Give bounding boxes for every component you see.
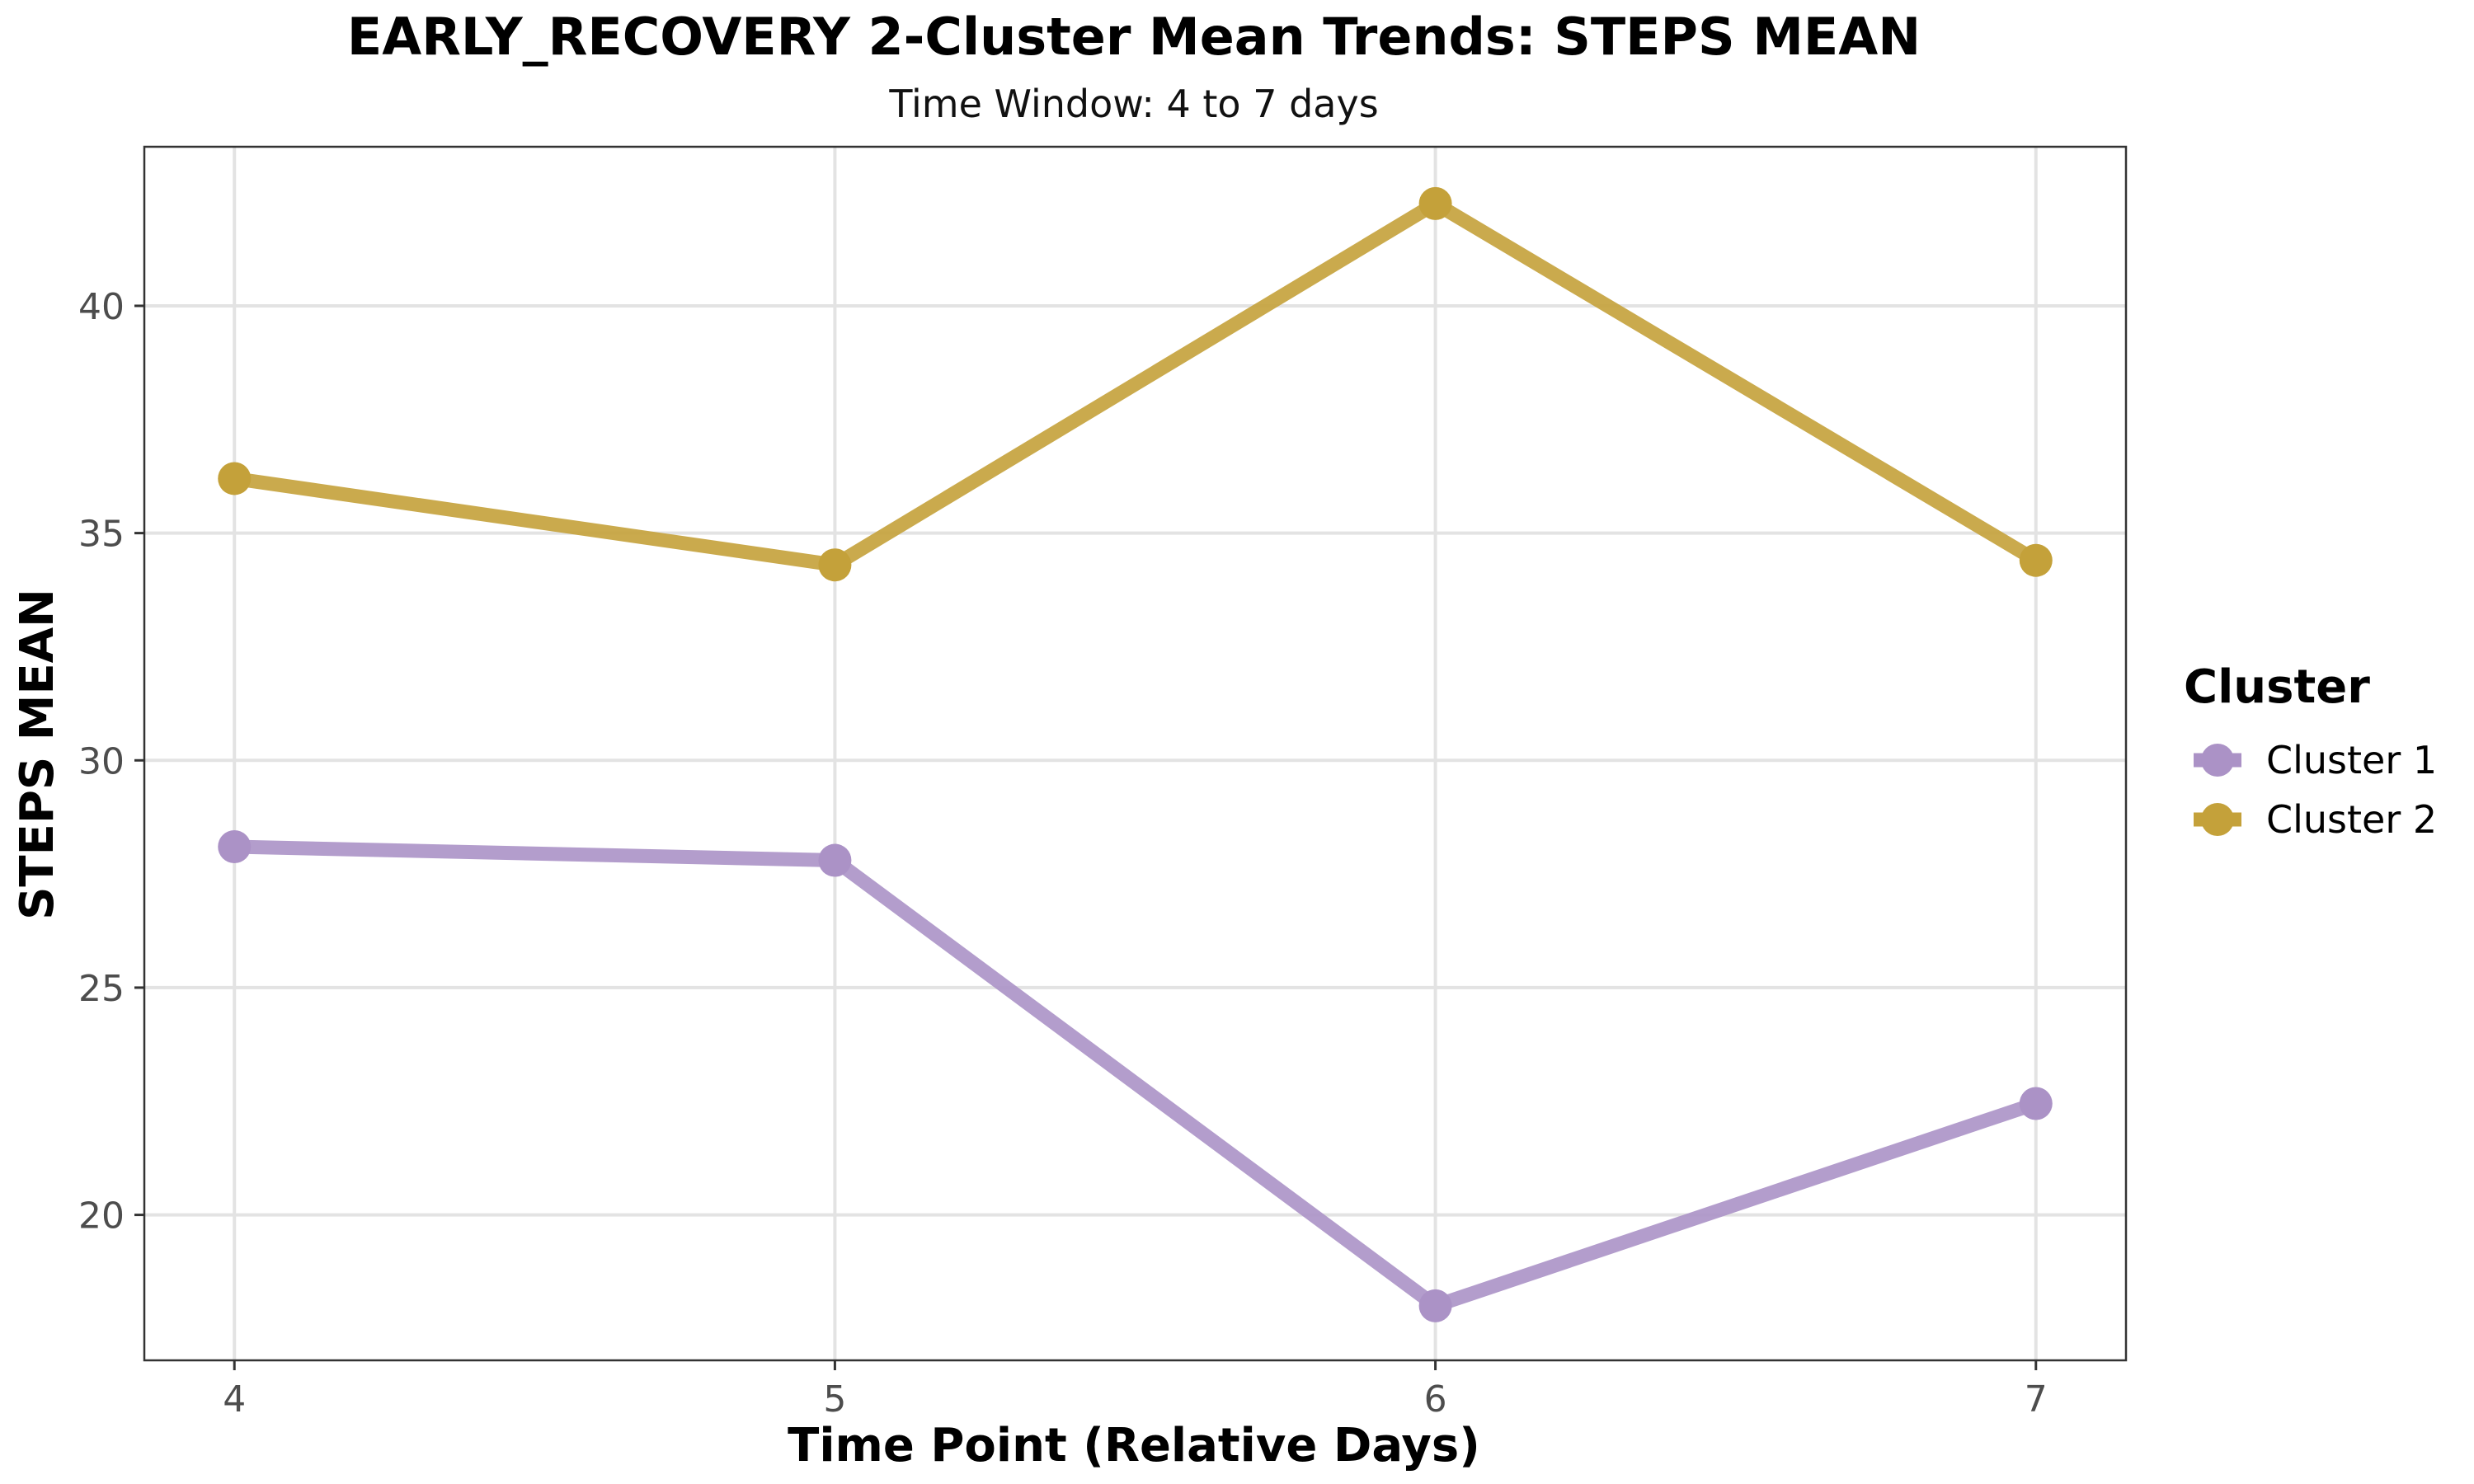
data-point bbox=[2019, 543, 2053, 577]
y-tick-label: 20 bbox=[78, 1195, 125, 1237]
data-point bbox=[818, 548, 852, 582]
legend-title: Cluster bbox=[2184, 660, 2370, 714]
legend-marker bbox=[2201, 803, 2234, 836]
data-point bbox=[1418, 1289, 1452, 1322]
data-point bbox=[218, 462, 252, 495]
plot-frame bbox=[143, 145, 2128, 1362]
chart-subtitle: Time Window: 4 to 7 days bbox=[888, 82, 1378, 126]
y-tick-label: 25 bbox=[78, 968, 125, 1010]
legend: Cluster Cluster 1 Cluster 2 bbox=[2184, 660, 2437, 842]
legend-item: Cluster 2 bbox=[2194, 797, 2437, 842]
data-point bbox=[1418, 186, 1452, 220]
tick-labels: 4 5 6 7 20 25 30 35 40 bbox=[78, 286, 2048, 1421]
series-line bbox=[234, 839, 2039, 1313]
legend-item: Cluster 1 bbox=[2194, 738, 2437, 782]
legend-marker bbox=[2201, 744, 2234, 777]
series-1 bbox=[218, 830, 2053, 1322]
series-2 bbox=[218, 186, 2053, 582]
data-point bbox=[2019, 1087, 2053, 1120]
series-lines bbox=[218, 186, 2053, 1322]
legend-label: Cluster 1 bbox=[2266, 738, 2437, 782]
y-tick-label: 35 bbox=[78, 514, 125, 556]
data-point bbox=[218, 830, 252, 864]
y-tick-label: 40 bbox=[78, 286, 125, 328]
y-axis-title: STEPS MEAN bbox=[11, 589, 64, 920]
y-tick-label: 30 bbox=[78, 740, 125, 782]
x-tick-label: 5 bbox=[823, 1378, 846, 1421]
x-tick-label: 6 bbox=[1424, 1378, 1447, 1421]
x-tick-label: 4 bbox=[223, 1378, 246, 1421]
series-line bbox=[233, 196, 2040, 572]
chart-title: EARLY_RECOVERY 2-Cluster Mean Trends: ST… bbox=[347, 7, 1921, 67]
legend-label: Cluster 2 bbox=[2266, 797, 2437, 842]
x-axis-title: Time Point (Relative Days) bbox=[788, 1419, 1480, 1472]
data-point bbox=[818, 843, 852, 877]
x-tick-label: 7 bbox=[2025, 1378, 2048, 1421]
grid-lines bbox=[144, 147, 2126, 1360]
